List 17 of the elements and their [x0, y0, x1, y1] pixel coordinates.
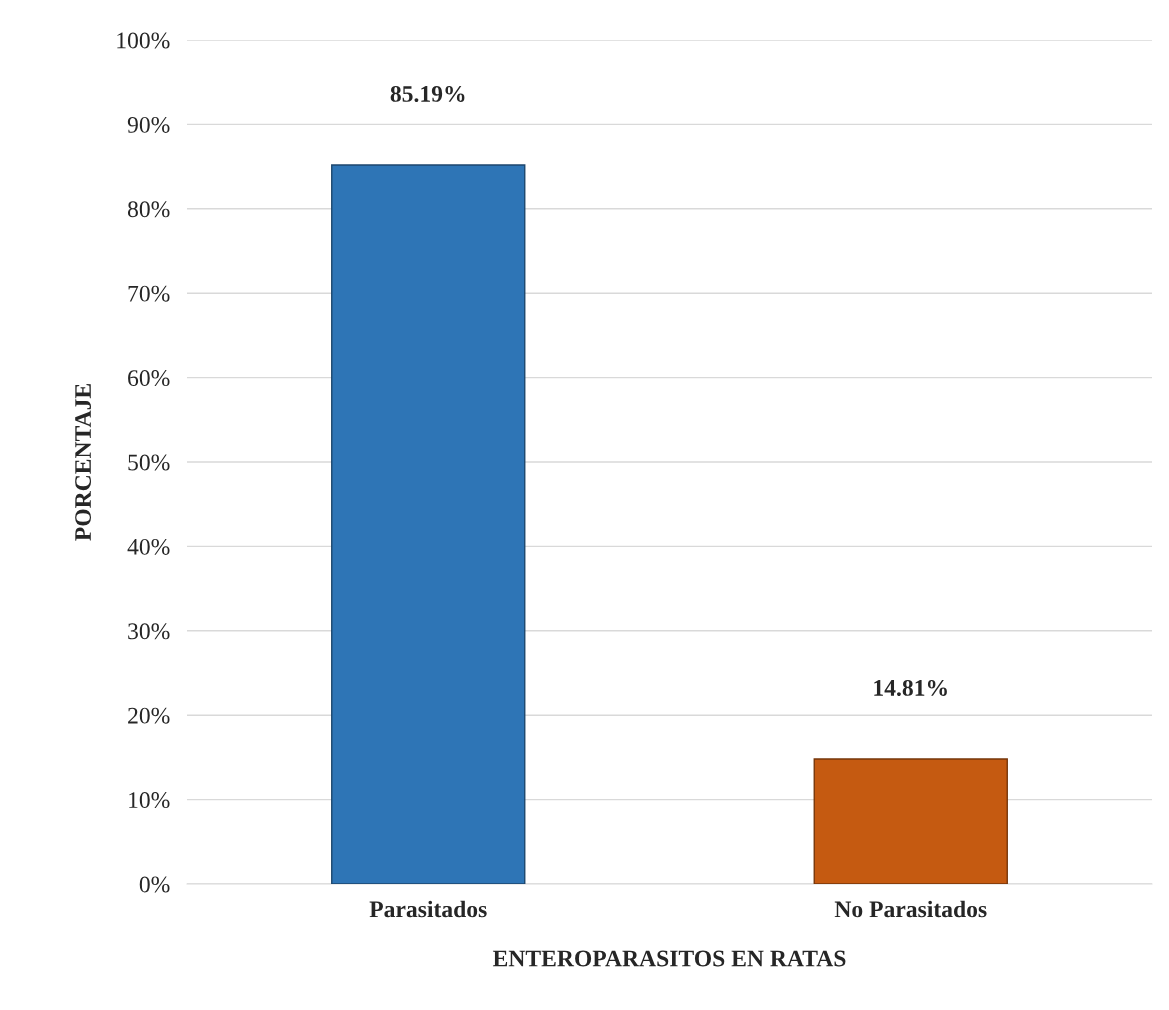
y-tick-label: 60%: [128, 370, 170, 387]
y-tick-label: 40%: [127, 538, 170, 555]
y-axis-title: PORCENTAJE: [75, 384, 92, 541]
y-tick-label: 10%: [129, 792, 170, 809]
y-tick-label: 70%: [128, 285, 170, 302]
y-tick-label: 80%: [127, 201, 170, 218]
x-tick-label: No Parasitados: [834, 900, 987, 918]
y-tick-label: 50%: [128, 454, 170, 471]
data-label: 85.19%: [390, 85, 465, 102]
y-tick-label: 100%: [117, 32, 170, 49]
y-tick-label: 0%: [139, 876, 170, 893]
y-tick-label: 90%: [127, 116, 170, 133]
data-label: 14.81%: [874, 679, 947, 696]
x-axis-title: ENTEROPARASITOS EN RATAS: [492, 950, 846, 967]
y-tick-label: 30%: [128, 623, 170, 640]
y-tick-label: 20%: [128, 707, 170, 724]
x-tick-label: Parasitados: [369, 900, 487, 918]
